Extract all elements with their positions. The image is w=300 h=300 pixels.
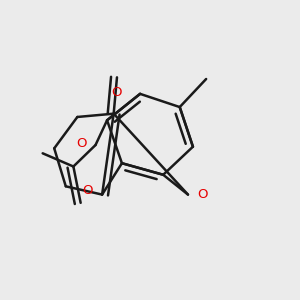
Text: O: O: [112, 85, 122, 99]
Text: O: O: [76, 137, 86, 150]
Text: O: O: [197, 188, 208, 201]
Text: O: O: [82, 184, 93, 197]
